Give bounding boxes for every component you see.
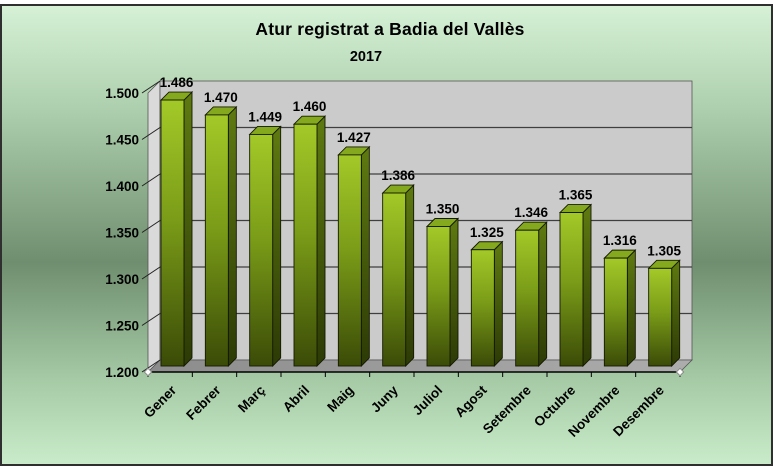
x-tick-label: Gener	[141, 382, 180, 421]
bar-gener: 1.486	[160, 75, 194, 368]
value-label: 1.316	[603, 233, 637, 248]
chart-subtitle: 2017	[349, 49, 383, 65]
value-label: 1.365	[559, 188, 593, 203]
y-tick-label: 1.450	[105, 133, 139, 148]
value-label: 1.305	[647, 243, 681, 258]
value-label: 1.449	[248, 109, 282, 124]
x-tick-label: Maig	[324, 383, 356, 415]
value-label: 1.346	[514, 205, 548, 220]
bar-novembre: 1.316	[603, 233, 637, 368]
bar-desembre: 1.305	[647, 243, 682, 368]
value-label: 1.386	[381, 168, 415, 183]
value-label: 1.470	[204, 90, 238, 105]
bar-octubre: 1.365	[559, 188, 593, 368]
corner-marker	[143, 367, 153, 377]
y-tick-label: 1.200	[105, 365, 139, 380]
y-tick-label: 1.400	[105, 179, 139, 194]
x-tick-label: Febrer	[183, 382, 224, 423]
y-tick-label: 1.300	[105, 272, 139, 287]
bar-agost: 1.325	[470, 225, 504, 368]
x-axis-labels: Gener Febrer Març Abril Maig Juny Juliol AgostS…	[141, 382, 667, 440]
value-label: 1.486	[160, 75, 194, 90]
bar-juliol: 1.350	[426, 202, 460, 368]
y-axis: 1.200 1.250 1.300 1.350 1.400 1.450 1.500	[105, 80, 161, 380]
y-tick-label: 1.250	[105, 319, 139, 334]
bar-maig: 1.427	[337, 130, 371, 368]
x-tick-label: Març	[235, 382, 268, 415]
x-tick-label: Juliol	[410, 383, 446, 419]
value-label: 1.460	[293, 99, 327, 114]
x-tick-label: Juny	[368, 382, 401, 415]
x-tick-label: Setembre	[480, 382, 534, 436]
bar-setembre: 1.346	[514, 205, 549, 368]
y-tick-label: 1.350	[105, 226, 139, 241]
value-label: 1.350	[426, 202, 460, 217]
bar-abril: 1.460	[293, 99, 327, 368]
value-label: 1.427	[337, 130, 371, 145]
x-tick-label: Agost	[452, 382, 490, 420]
value-label: 1.325	[470, 225, 504, 240]
y-tick-label: 1.500	[105, 86, 139, 101]
bar-febrer: 1.470	[204, 90, 238, 368]
bar-juny: 1.386	[381, 168, 416, 368]
x-axis	[143, 367, 685, 377]
gridlines	[160, 126, 692, 315]
bar-març: 1.449	[248, 109, 282, 368]
chart-title: Atur registrat a Badia del Vallès	[255, 19, 525, 39]
corner-marker	[675, 367, 685, 377]
x-tick-label: Abril	[280, 383, 312, 415]
